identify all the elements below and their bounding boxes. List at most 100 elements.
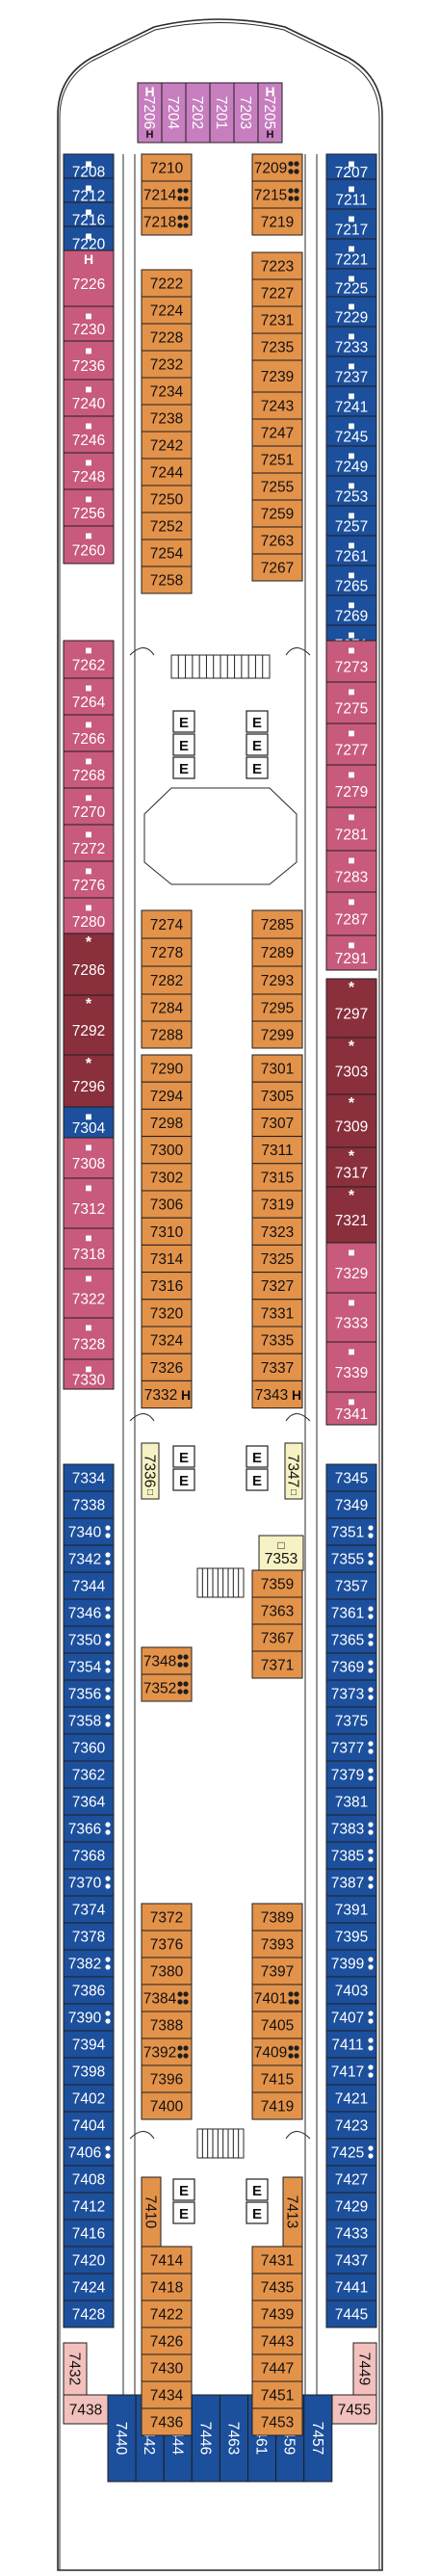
- cabin-7381[interactable]: 7381: [325, 1787, 377, 1816]
- cabin-7235[interactable]: 7235: [251, 332, 303, 361]
- cabin-7277[interactable]: 7277 ■: [325, 723, 377, 766]
- cabin-7405[interactable]: 7405: [251, 2011, 303, 2039]
- cabin-7428[interactable]: 7428: [63, 2300, 115, 2328]
- cabin-7343[interactable]: 7343 H: [251, 1380, 303, 1409]
- cabin-7289[interactable]: 7289: [251, 937, 303, 967]
- cabin-7300[interactable]: 7300: [141, 1136, 193, 1165]
- cabin-7418[interactable]: 7418: [141, 2273, 193, 2301]
- cabin-7242[interactable]: 7242: [141, 431, 193, 460]
- cabin-7369[interactable]: 7369: [325, 1652, 377, 1681]
- cabin-7340[interactable]: 7340: [63, 1517, 115, 1546]
- cabin-7225[interactable]: 7225■: [325, 268, 377, 298]
- cabin-7446[interactable]: 7446: [191, 2394, 220, 2483]
- cabin-7406[interactable]: 7406: [63, 2138, 115, 2167]
- cabin-7261[interactable]: 7261■: [325, 535, 377, 566]
- cabin-7214[interactable]: 7214: [141, 180, 193, 209]
- cabin-7240[interactable]: 7240■: [63, 379, 115, 417]
- cabin-7331[interactable]: 7331: [251, 1299, 303, 1327]
- cabin-7215[interactable]: 7215: [251, 180, 303, 209]
- cabin-7284[interactable]: 7284: [141, 993, 193, 1022]
- cabin-7239[interactable]: 7239: [251, 359, 303, 393]
- cabin-7305[interactable]: 7305: [251, 1081, 303, 1110]
- cabin-7243[interactable]: 7243: [251, 391, 303, 420]
- cabin-7411[interactable]: 7411: [325, 2030, 377, 2059]
- cabin-7392[interactable]: 7392: [141, 2037, 193, 2066]
- cabin-7298[interactable]: 7298: [141, 1108, 193, 1138]
- cabin-7368[interactable]: 7368: [63, 1841, 115, 1870]
- cabin-7241[interactable]: 7241■: [325, 385, 377, 417]
- cabin-7228[interactable]: 7228: [141, 323, 193, 352]
- cabin-7432[interactable]: 7432: [63, 2342, 88, 2396]
- cabin-7325[interactable]: 7325: [251, 1244, 303, 1274]
- cabin-7390[interactable]: 7390: [63, 2003, 115, 2032]
- cabin-7361[interactable]: 7361: [325, 1598, 377, 1627]
- cabin-7347[interactable]: 7347□: [284, 1442, 303, 1500]
- cabin-7360[interactable]: 7360: [63, 1733, 115, 1762]
- cabin-7221[interactable]: 7221■: [325, 238, 377, 270]
- cabin-7222[interactable]: 7222: [141, 269, 193, 298]
- cabin-7308[interactable]: 7308 ■: [63, 1137, 115, 1179]
- cabin-7314[interactable]: 7314: [141, 1244, 193, 1274]
- cabin-7377[interactable]: 7377: [325, 1733, 377, 1762]
- cabin-7463[interactable]: 7463: [219, 2394, 248, 2483]
- cabin-7274[interactable]: 7274: [141, 909, 193, 939]
- cabin-7231[interactable]: 7231: [251, 305, 303, 334]
- cabin-7423[interactable]: 7423: [325, 2111, 377, 2140]
- cabin-7324[interactable]: 7324: [141, 1326, 193, 1354]
- cabin-7358[interactable]: 7358: [63, 1706, 115, 1735]
- cabin-7389[interactable]: 7389: [251, 1903, 303, 1932]
- cabin-7414[interactable]: 7414: [141, 2246, 193, 2274]
- cabin-7299[interactable]: 7299: [251, 1020, 303, 1049]
- cabin-7262[interactable]: 7262■: [63, 640, 115, 679]
- cabin-7439[interactable]: 7439: [251, 2300, 303, 2328]
- cabin-7302[interactable]: 7302: [141, 1163, 193, 1192]
- cabin-7416[interactable]: 7416: [63, 2219, 115, 2247]
- cabin-7348[interactable]: 7348: [141, 1646, 193, 1675]
- cabin-7353[interactable]: 7353□: [258, 1535, 304, 1571]
- cabin-7457[interactable]: 7457: [303, 2394, 333, 2483]
- cabin-7323[interactable]: 7323: [251, 1217, 303, 1246]
- cabin-7236[interactable]: 7236■: [63, 340, 115, 381]
- cabin-7391[interactable]: 7391: [325, 1895, 377, 1924]
- cabin-7260[interactable]: 7260■: [63, 525, 115, 565]
- cabin-7316[interactable]: 7316: [141, 1272, 193, 1301]
- cabin-7435[interactable]: 7435: [251, 2273, 303, 2301]
- cabin-7330[interactable]: 7330■: [63, 1358, 115, 1390]
- cabin-7351[interactable]: 7351: [325, 1517, 377, 1546]
- cabin-7303[interactable]: 7303 *: [325, 1037, 377, 1095]
- cabin-7307[interactable]: 7307: [251, 1108, 303, 1138]
- cabin-7346[interactable]: 7346: [63, 1598, 115, 1627]
- cabin-7327[interactable]: 7327: [251, 1272, 303, 1301]
- cabin-7419[interactable]: 7419: [251, 2091, 303, 2120]
- cabin-7275[interactable]: 7275 ■: [325, 681, 377, 724]
- cabin-7395[interactable]: 7395: [325, 1922, 377, 1951]
- cabin-7268[interactable]: 7268■: [63, 750, 115, 789]
- cabin-7276[interactable]: 7276■: [63, 860, 115, 899]
- cabin-7404[interactable]: 7404: [63, 2111, 115, 2140]
- cabin-7422[interactable]: 7422: [141, 2300, 193, 2328]
- cabin-7273[interactable]: 7273 ■: [325, 640, 377, 683]
- cabin-7259[interactable]: 7259: [251, 499, 303, 528]
- cabin-7244[interactable]: 7244: [141, 458, 193, 486]
- cabin-7355[interactable]: 7355: [325, 1544, 377, 1573]
- cabin-7258[interactable]: 7258: [141, 565, 193, 594]
- cabin-7301[interactable]: 7301: [251, 1054, 303, 1083]
- cabin-7223[interactable]: 7223: [251, 251, 303, 280]
- cabin-7224[interactable]: 7224: [141, 296, 193, 325]
- cabin-7379[interactable]: 7379: [325, 1760, 377, 1789]
- cabin-7354[interactable]: 7354: [63, 1652, 115, 1681]
- cabin-7370[interactable]: 7370: [63, 1868, 115, 1897]
- cabin-7412[interactable]: 7412: [63, 2192, 115, 2221]
- cabin-7334[interactable]: 7334: [63, 1463, 115, 1492]
- cabin-7237[interactable]: 7237■: [325, 355, 377, 387]
- cabin-7251[interactable]: 7251: [251, 445, 303, 474]
- cabin-7455[interactable]: 7455: [331, 2394, 377, 2425]
- cabin-7209[interactable]: 7209: [251, 153, 303, 182]
- cabin-7436[interactable]: 7436: [141, 2407, 193, 2436]
- cabin-7409[interactable]: 7409: [251, 2037, 303, 2066]
- cabin-7238[interactable]: 7238: [141, 404, 193, 433]
- cabin-7437[interactable]: 7437: [325, 2246, 377, 2274]
- cabin-7363[interactable]: 7363: [251, 1596, 303, 1625]
- cabin-7335[interactable]: 7335: [251, 1326, 303, 1354]
